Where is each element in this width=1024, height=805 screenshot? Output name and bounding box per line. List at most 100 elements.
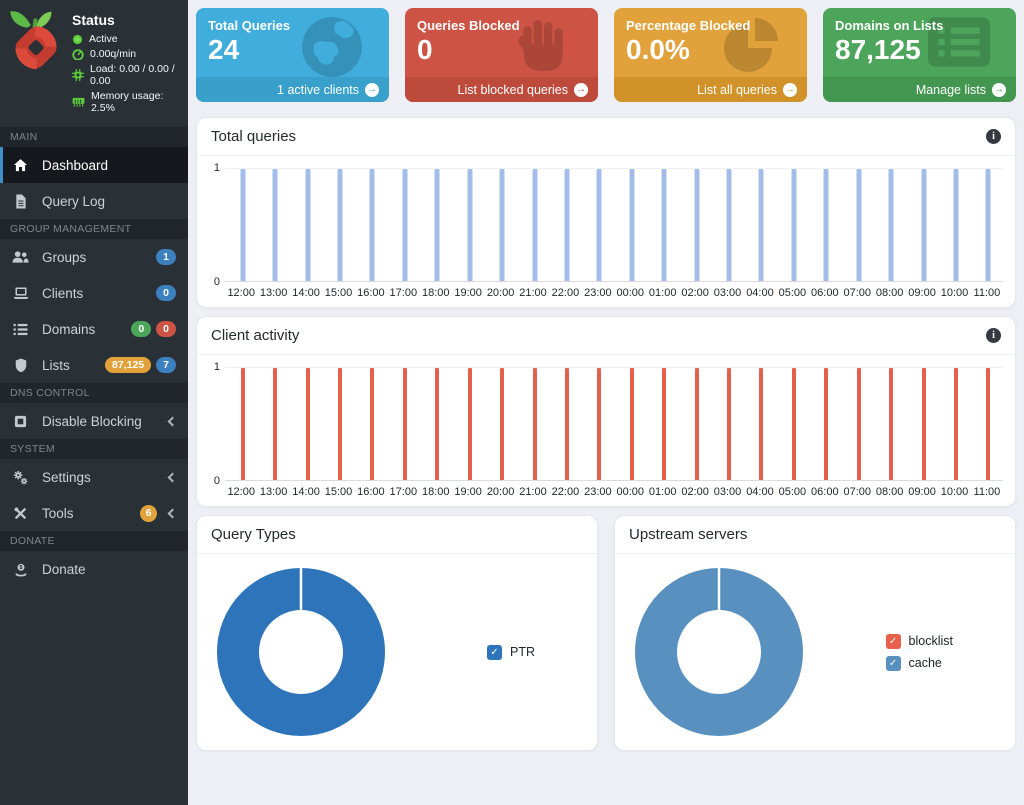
sidebar-item-label: Donate (42, 561, 86, 577)
sidebar: Status Active 0.00q/min Load: 0.00 / 0.0… (0, 0, 188, 805)
legend-item-ptr[interactable]: ✓ PTR (487, 644, 535, 660)
x-tick-label: 13:00 (259, 486, 288, 498)
x-tick-label: 14:00 (292, 287, 320, 299)
card-value: 0 (417, 34, 433, 65)
card-title: Percentage Blocked (626, 18, 751, 33)
bar (532, 169, 538, 281)
sidebar-item-settings[interactable]: Settings (0, 459, 188, 495)
percentage-blocked-card: Percentage Blocked 0.0% List all queries… (614, 8, 807, 102)
sidebar-item-donate[interactable]: $ Donate (0, 551, 188, 587)
card-value: 87,125 (835, 34, 921, 65)
bar (985, 169, 991, 281)
x-tick-label: 07:00 (843, 287, 871, 299)
legend-item-cache[interactable]: ✓ cache (885, 655, 953, 671)
bar (986, 368, 991, 480)
info-icon[interactable]: i (986, 129, 1001, 144)
gears-icon (12, 470, 29, 485)
legend-item-blocklist[interactable]: ✓ blocklist (885, 633, 953, 649)
x-tick-label: 18:00 (421, 287, 450, 299)
tools-icon (12, 506, 29, 521)
x-tick-label: 10:00 (940, 486, 969, 498)
sidebar-item-groups[interactable]: Groups 1 (0, 239, 188, 275)
sidebar-item-label: Lists (42, 357, 70, 373)
donate-icon: $ (12, 562, 29, 577)
bar (629, 169, 635, 281)
sidebar-item-clients[interactable]: Clients 0 (0, 275, 188, 311)
sidebar-item-lists[interactable]: Lists 87,125 7 (0, 347, 188, 383)
list-blocked-queries-link[interactable]: List blocked queries → (405, 77, 598, 102)
sidebar-item-label: Domains (42, 321, 96, 337)
bar (434, 169, 440, 281)
card-footer-label: 1 active clients (277, 82, 359, 97)
bar (758, 169, 764, 281)
bar (597, 368, 602, 480)
x-tick-label: 18:00 (421, 486, 450, 498)
bar (564, 169, 570, 281)
x-tick-label: 03:00 (713, 287, 742, 299)
x-tick-label: 00:00 (616, 486, 645, 498)
file-icon (12, 194, 29, 209)
svg-text:$: $ (19, 565, 23, 571)
bar (694, 169, 700, 281)
sidebar-item-dashboard[interactable]: Dashboard (0, 147, 188, 183)
x-tick-label: 10:00 (940, 287, 969, 299)
sidebar-item-disable-blocking[interactable]: Disable Blocking (0, 403, 188, 439)
x-tick-label: 00:00 (616, 287, 645, 299)
logo-block: Status Active 0.00q/min Load: 0.00 / 0.0… (0, 0, 188, 127)
panel-title: Total queries (211, 128, 297, 145)
sidebar-item-tools[interactable]: Tools 6 (0, 495, 188, 531)
active-clients-link[interactable]: 1 active clients → (196, 77, 389, 102)
bar (953, 368, 958, 480)
list-all-queries-link[interactable]: List all queries → (614, 77, 807, 102)
card-title: Total Queries (208, 18, 291, 33)
bar (921, 169, 927, 281)
bar (272, 169, 278, 281)
bar (337, 169, 343, 281)
laptop-icon (12, 286, 29, 300)
stop-icon (12, 415, 29, 428)
nav-section-dns-control: DNS CONTROL (0, 383, 188, 403)
x-tick-label: 06:00 (811, 287, 839, 299)
x-tick-label: 15:00 (324, 287, 353, 299)
nav-section-system: SYSTEM (0, 439, 188, 459)
checkbox-checked-icon[interactable]: ✓ (885, 633, 901, 649)
sidebar-item-label: Groups (42, 249, 87, 265)
checkbox-checked-icon[interactable]: ✓ (487, 644, 502, 660)
sidebar-item-query-log[interactable]: Query Log (0, 183, 188, 219)
x-tick-label: 11:00 (973, 486, 1001, 498)
info-icon[interactable]: i (986, 328, 1001, 343)
bar (499, 169, 505, 281)
bar (467, 368, 472, 480)
bar (856, 368, 861, 480)
shield-icon (12, 358, 29, 373)
sidebar-item-domains[interactable]: Domains 0 0 (0, 311, 188, 347)
groups-count-badge: 1 (156, 249, 176, 265)
bar (305, 368, 310, 480)
x-tick-label: 05:00 (778, 486, 807, 498)
upstream-servers-legend: ✓ blocklist ✓ cache (885, 633, 953, 671)
sidebar-item-label: Settings (42, 469, 91, 485)
globe-icon (301, 16, 363, 83)
x-tick-label: 09:00 (908, 287, 936, 299)
x-tick-label: 20:00 (486, 287, 515, 299)
x-tick-label: 14:00 (292, 486, 320, 498)
bar (564, 368, 569, 480)
card-value: 24 (208, 34, 240, 65)
pihole-logo-icon (10, 11, 57, 70)
bar (694, 368, 699, 480)
checkbox-checked-icon[interactable]: ✓ (885, 655, 901, 671)
bar (467, 169, 473, 281)
x-tick-label: 13:00 (259, 287, 288, 299)
x-tick-label: 22:00 (551, 287, 580, 299)
list-alt-icon (928, 16, 990, 73)
status-load: Load: 0.00 / 0.00 / 0.00 (90, 63, 175, 87)
status-rate: 0.00q/min (90, 48, 137, 60)
manage-lists-link[interactable]: Manage lists → (823, 77, 1016, 102)
bar (338, 368, 343, 480)
bar (435, 368, 440, 480)
status-active-icon (72, 34, 83, 44)
x-tick-label: 16:00 (357, 486, 385, 498)
